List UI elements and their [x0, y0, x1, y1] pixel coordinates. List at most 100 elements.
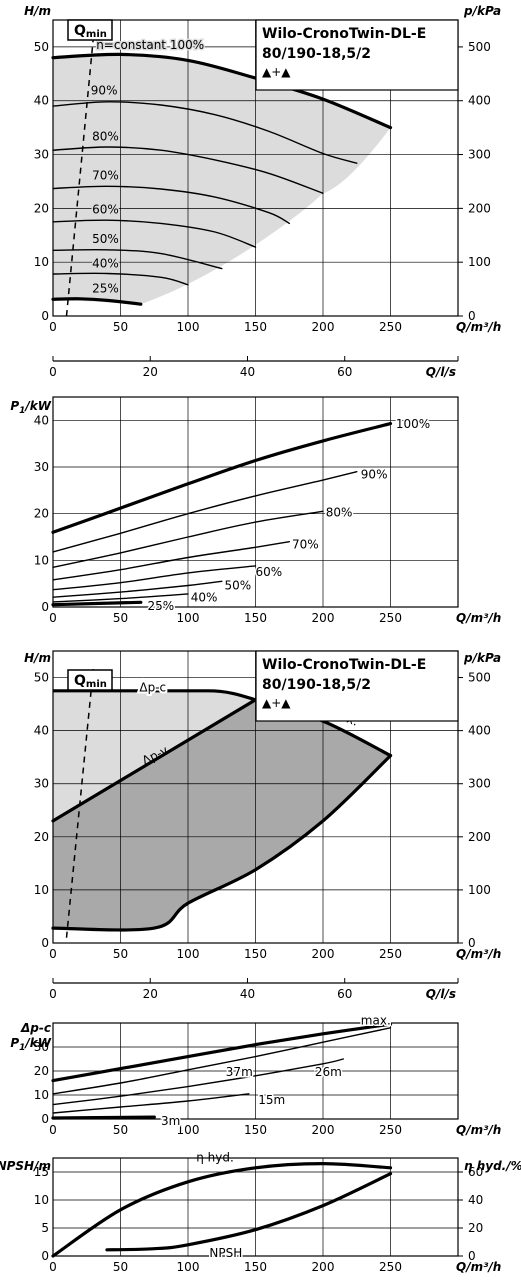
power-control-chart-series-label: max. [361, 1014, 391, 1028]
hq-control-chart-y-tick: 50 [34, 671, 49, 685]
hq-chart-y2-axis-label: p/kPa [463, 4, 501, 18]
hq-control-chart-y-axis-label: H/m [24, 651, 51, 665]
npsh-eff-chart-y2-tick: 0 [468, 1249, 476, 1263]
hq-control-chart-x-tick: 0 [49, 947, 57, 961]
hq-control-chart-dpc-label: Δp-c [139, 681, 166, 695]
hq-chart-x-tick: 100 [177, 320, 200, 334]
ls-axis-1-x-tick: 40 [240, 365, 255, 379]
hq-control-chart-title: Wilo-CronoTwin-DL-E [262, 657, 426, 673]
hq-control-chart-dpv-area [53, 699, 391, 930]
power-control-chart-y-tick: 0 [41, 1112, 49, 1126]
hq-chart-qmin-box [67, 19, 113, 41]
power-control-chart-y-tick: 10 [34, 1088, 49, 1102]
hq-control-chart-y2-tick: 300 [468, 777, 491, 791]
ls-axis-1-x-tick: 60 [337, 365, 352, 379]
hq-chart-y2-tick: 0 [468, 309, 476, 323]
power-chart-frame [52, 396, 459, 608]
hq-control-chart-subtitle: 80/190-18,5/2 [262, 677, 371, 693]
power-chart-series-label: 70% [292, 537, 319, 551]
hq-chart-y-tick: 20 [34, 201, 49, 215]
power-control-chart-series-line [52, 1027, 392, 1095]
ls-axis-1-x-tick: 20 [143, 365, 158, 379]
hq-control-chart-x-axis-label: Q/m³/h [456, 947, 501, 961]
power-control-chart-x-tick: 0 [49, 1123, 57, 1137]
power-control-chart-series-line [51, 1022, 393, 1083]
hq-control-chart-x-tick: 200 [312, 947, 335, 961]
hq-chart-series-label: n=constant 100% [96, 38, 204, 52]
npsh-eff-chart-eta-label: η hyd. [196, 1151, 234, 1165]
hq-chart-y-tick: 40 [34, 94, 49, 108]
power-control-chart-x-tick: 200 [312, 1123, 335, 1137]
ls-axis-2-x-tick: 40 [240, 987, 255, 1001]
power-chart-y-tick: 30 [34, 460, 49, 474]
hq-control-chart-x-tick: 100 [177, 947, 200, 961]
hq-chart-series-label: 70% [92, 168, 119, 182]
hq-chart-y-axis-label: H/m [24, 4, 51, 18]
power-control-chart-x-tick: 50 [113, 1123, 128, 1137]
hq-chart-y2-tick: 100 [468, 255, 491, 269]
hq-control-chart-y2-tick: 100 [468, 883, 491, 897]
power-control-chart-y-tick: 20 [34, 1064, 49, 1078]
power-chart-y-tick: 20 [34, 507, 49, 521]
power-control-chart-series-line [52, 1093, 250, 1114]
ls-axis-1-x-tick: 0 [49, 365, 57, 379]
npsh-eff-chart-frame [52, 1157, 459, 1257]
hq-control-chart-dpc-line [53, 689, 256, 702]
power-control-chart-series-line [52, 1058, 344, 1106]
power-chart-series-label: 60% [256, 565, 283, 579]
power-chart-x-tick: 0 [49, 611, 57, 625]
power-chart-x-axis-label: Q/m³/h [456, 611, 501, 625]
power-control-chart-frame [52, 1022, 459, 1120]
hq-chart-y2-tick: 200 [468, 201, 491, 215]
hq-chart-series-line [52, 185, 290, 225]
hq-chart-pump-symbols: ▲+▲ [262, 65, 291, 79]
hq-control-chart-y2-tick: 200 [468, 830, 491, 844]
power-control-chart-x-tick: 150 [244, 1123, 267, 1137]
power-chart-series-label: 80% [326, 506, 353, 520]
power-chart-series-label: 100% [396, 417, 430, 431]
npsh-eff-chart-x-tick: 100 [177, 1260, 200, 1274]
hq-chart-x-axis-label: Q/m³/h [456, 320, 501, 334]
hq-chart-series-label: 40% [92, 257, 119, 271]
power-chart-series-line [52, 593, 189, 603]
hq-chart-title-box [255, 19, 459, 91]
hq-control-chart-x-tick: 150 [244, 947, 267, 961]
hq-chart-x-tick: 150 [244, 320, 267, 334]
ls-axis-1-x-axis-label: Q/l/s [426, 365, 456, 379]
hq-chart-subtitle: 80/190-18,5/2 [262, 46, 371, 62]
power-chart-y-tick: 40 [34, 413, 49, 427]
npsh-eff-chart-npsh-line [105, 1172, 393, 1252]
hq-chart-series-line [52, 272, 189, 286]
hq-chart-series-label: 50% [92, 232, 119, 246]
hq-chart-y-tick: 50 [34, 40, 49, 54]
hq-control-chart-pump-symbols: ▲+▲ [262, 696, 291, 710]
hq-chart-title: Wilo-CronoTwin-DL-E [262, 26, 426, 42]
npsh-eff-chart-y-tick: 10 [34, 1193, 49, 1207]
hq-chart-x-tick: 50 [113, 320, 128, 334]
hq-chart-series-line [52, 219, 257, 248]
hq-control-chart-qmin-line [65, 666, 95, 938]
hq-control-chart-qmin-label: Qmin [74, 673, 107, 690]
hq-chart-y-tick: 30 [34, 148, 49, 162]
power-control-chart-x-axis-label: Q/m³/h [456, 1123, 501, 1137]
hq-control-chart-dpv-line [51, 698, 258, 823]
power-chart-series-label: 25% [148, 599, 175, 613]
ls-axis-2-x-axis-label: Q/l/s [426, 987, 456, 1001]
hq-chart-series-label: 25% [92, 281, 119, 295]
hq-control-chart-y2-tick: 400 [468, 724, 491, 738]
power-control-chart-series-line [51, 1115, 156, 1120]
hq-chart-series-line [52, 248, 223, 270]
npsh-eff-chart-eta-line [51, 1161, 393, 1258]
hq-chart-x-tick: 250 [379, 320, 402, 334]
npsh-eff-chart-y-tick: 5 [41, 1221, 49, 1235]
power-chart-series-label: 40% [191, 591, 218, 605]
hq-chart-x-tick: 0 [49, 320, 57, 334]
hq-chart-qmin-label: Qmin [74, 23, 107, 40]
npsh-eff-chart-x-tick: 250 [379, 1260, 402, 1274]
npsh-eff-chart-x-tick: 150 [244, 1260, 267, 1274]
power-control-chart-x-tick: 250 [379, 1123, 402, 1137]
hq-chart-y-tick: 10 [34, 255, 49, 269]
power-chart-series-line [52, 565, 257, 591]
ls-axis-2-x-tick: 0 [49, 987, 57, 1001]
